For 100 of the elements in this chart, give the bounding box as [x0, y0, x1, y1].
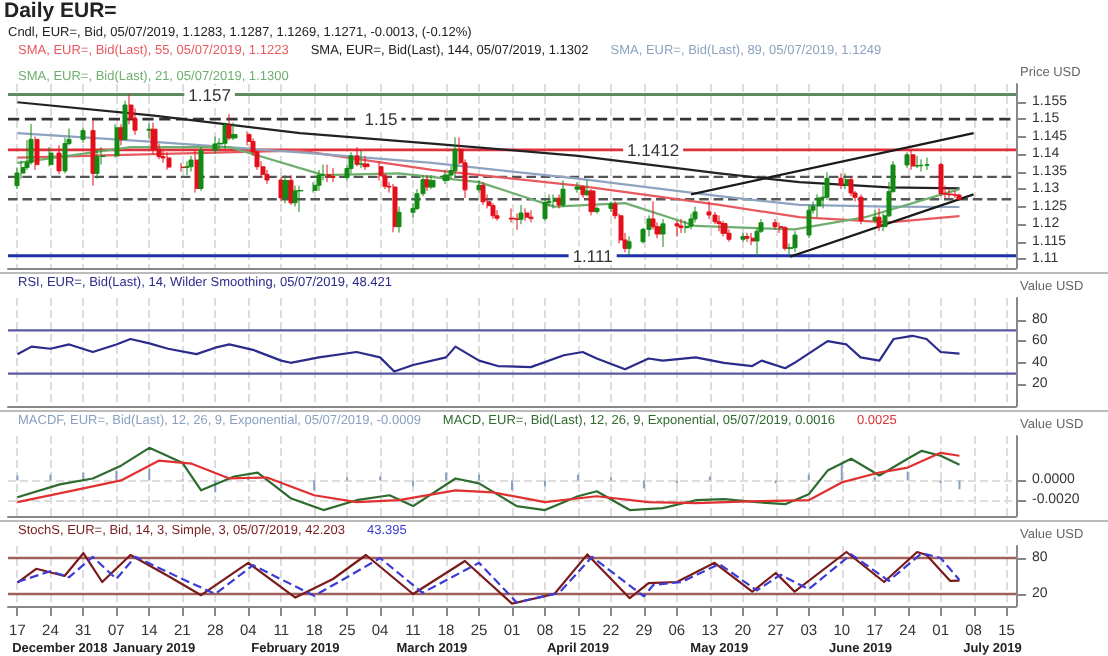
line-series: [16, 334, 961, 373]
candlestick: [292, 185, 298, 208]
candlestick: [476, 179, 482, 194]
candlestick: [226, 113, 232, 141]
candlestick: [844, 172, 850, 190]
candlestick: [872, 209, 878, 223]
candlestick: [480, 181, 486, 206]
candlestick: [118, 123, 124, 146]
candlestick: [230, 122, 238, 141]
candlestick: [956, 193, 962, 201]
candlestick: [574, 181, 582, 194]
candlestick: [424, 174, 430, 192]
candlestick: [114, 123, 120, 159]
candlestick: [358, 150, 364, 169]
candlestick: [650, 200, 656, 230]
candlestick: [904, 151, 910, 169]
candlestick: [212, 136, 218, 155]
candlestick: [184, 160, 190, 176]
candlestick: [282, 174, 290, 204]
candlestick: [316, 169, 322, 192]
candlestick: [442, 169, 450, 185]
candlestick: [452, 136, 458, 178]
candlestick: [754, 227, 760, 258]
candlestick: [188, 155, 194, 173]
ref-line-label: 1.157: [188, 84, 232, 105]
candlestick: [150, 122, 158, 155]
candlestick: [542, 199, 548, 222]
candlestick: [560, 179, 566, 208]
candlestick: [914, 155, 920, 169]
candlestick: [288, 174, 294, 206]
candlestick: [660, 218, 666, 248]
candlestick: [838, 172, 844, 190]
candlestick: [792, 230, 798, 253]
candlestick: [674, 220, 680, 237]
chart-title: Daily EUR=: [4, 0, 117, 23]
candlestick: [160, 150, 166, 164]
candlestick: [326, 164, 332, 183]
candlestick: [14, 166, 20, 190]
candlestick: [848, 176, 854, 197]
candlestick: [584, 179, 590, 197]
candlestick: [146, 123, 152, 139]
candlestick: [348, 151, 354, 174]
candlestick: [524, 207, 530, 222]
candlestick: [198, 146, 204, 192]
candlestick: [222, 122, 228, 150]
candlestick: [518, 204, 524, 225]
candlestick: [396, 206, 402, 234]
candlestick: [56, 144, 62, 175]
candlestick: [608, 200, 614, 213]
candlestick: [194, 150, 200, 194]
candlestick: [528, 209, 534, 223]
candlestick: [688, 213, 694, 230]
candlestick: [392, 183, 398, 233]
candlestick: [646, 214, 652, 237]
candlestick: [514, 213, 520, 231]
candlestick: [296, 185, 304, 213]
candlestick: [824, 171, 830, 201]
candlestick: [938, 162, 944, 197]
candlestick: [626, 235, 632, 256]
candlestick: [910, 149, 916, 171]
candlestick: [28, 123, 34, 166]
candlestick: [726, 228, 732, 243]
candlestick: [750, 232, 756, 246]
ref-line-label: 1.15: [364, 109, 399, 130]
candlestick: [556, 193, 562, 209]
candlestick: [80, 127, 86, 144]
candlestick: [508, 207, 516, 223]
candlestick: [90, 119, 96, 187]
candlestick: [362, 155, 370, 171]
candlestick: [806, 204, 812, 239]
ref-line-label: 1.1412: [627, 139, 680, 160]
candlestick: [428, 174, 436, 190]
candlestick: [378, 160, 384, 181]
candlestick: [48, 146, 54, 167]
candlestick: [772, 218, 778, 230]
candlestick: [94, 149, 100, 180]
candlestick: [876, 207, 882, 232]
candlestick: [858, 193, 864, 225]
candlestick: [678, 218, 684, 234]
candlestick: [720, 220, 728, 237]
candlestick: [782, 225, 788, 251]
candlestick: [588, 188, 596, 216]
candlestick: [330, 167, 336, 183]
candlestick: [580, 185, 586, 199]
ref-line-label: 1.111: [572, 245, 614, 266]
candlestick: [264, 169, 270, 185]
candlestick: [552, 193, 558, 209]
candlestick: [278, 176, 284, 202]
candlestick: [354, 146, 360, 167]
candlestick: [62, 137, 68, 174]
candlestick: [34, 136, 40, 171]
candlestick: [918, 158, 924, 173]
line-series: [16, 131, 961, 209]
candlestick: [816, 193, 822, 218]
candlestick: [166, 151, 172, 171]
candlestick: [122, 100, 128, 141]
candlestick: [490, 202, 496, 220]
candlestick: [716, 214, 722, 232]
candlestick: [684, 220, 690, 234]
candlestick: [924, 157, 930, 171]
